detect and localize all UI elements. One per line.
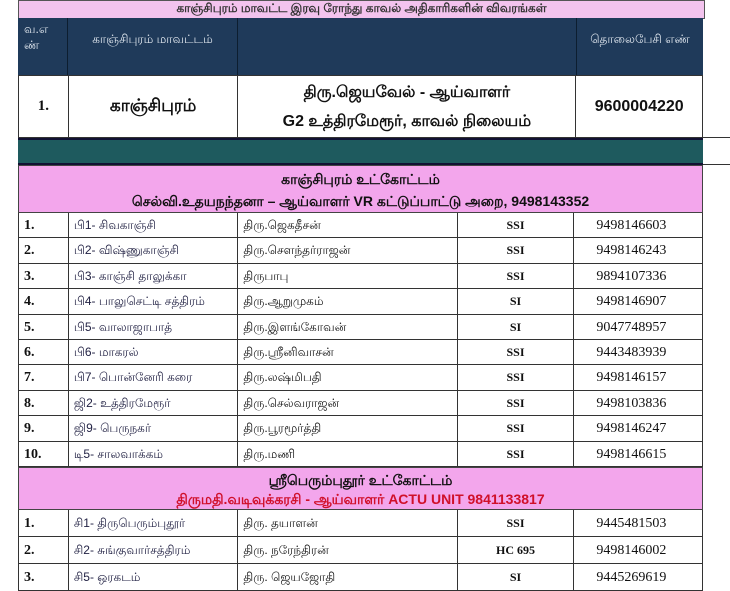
- row-rank: SSI: [458, 441, 575, 466]
- row-officer: திரு.ஸ்ரீனிவாசன்: [238, 339, 458, 365]
- row-officer: திரு.இளங்கோவன்: [238, 314, 458, 339]
- row-officer: திரு. தயாளன்: [238, 510, 458, 536]
- row-station: பி6- மாகரல்: [69, 339, 239, 365]
- row-station: சி5- ஒரகடம்: [69, 564, 239, 590]
- row-rank: SSI: [458, 238, 575, 263]
- district-phone: 9600004220: [594, 97, 684, 115]
- row-officer: திரு.ஆறுமுகம்: [238, 289, 458, 314]
- row-sno: 8.: [19, 390, 69, 416]
- row-station: ஜி9- பெருநகர்: [69, 416, 239, 441]
- table-row: 9. ஜி9- பெருநகர் திரு.பூரமூர்த்தி SSI 949814…: [18, 416, 703, 442]
- row-station: சி2- சுங்குவார்சத்திரம்: [69, 537, 239, 563]
- row-rank: SSI: [458, 510, 575, 536]
- table-row: 7. பி7- பொன்னேரி கரை திரு.லஷ்மிபதி SSI 94981…: [18, 365, 703, 391]
- row-sno: 1.: [19, 213, 69, 238]
- table-row: 6. பி6- மாகரல் திரு.ஸ்ரீனிவாசன் SSI 94434839…: [18, 339, 703, 366]
- section-sriperumbudur-rows: 1. சி1- திருபெரும்புதூர் திரு. தயாளன் SSI 94…: [18, 510, 703, 591]
- table-row: 5. பி5- வாலாஜாபாத் திரு.இளங்கோவன் SI 9047748…: [18, 314, 703, 340]
- section-kanchipuram-rows: 1. பி1- சிவகாஞ்சி திரு.ஜெகதீசன் SSI 94981466…: [18, 213, 703, 467]
- row-phone: 9498146243: [596, 243, 667, 259]
- row-sno: 3.: [19, 564, 69, 590]
- row-phone: 9498146157: [596, 370, 667, 386]
- row-sno: 7.: [19, 365, 69, 390]
- row-officer: திரு.செல்வராஜன்: [238, 390, 458, 416]
- header-details: [238, 18, 577, 75]
- row-officer: திரு.ஜெகதீசன்: [238, 213, 458, 238]
- row-phone: 9498103836: [596, 395, 667, 411]
- row-station: டி5- சாலவாக்கம்: [69, 441, 239, 466]
- separator-row: [18, 138, 703, 165]
- table-row: 8. ஜி2- உத்திரமேரூர் திரு.செல்வராஜன் SSI 949…: [18, 390, 703, 417]
- row-phone: 9498146907: [596, 294, 667, 310]
- district-station: G2 உத்திரமேரூர், காவல் நிலையம்: [282, 112, 532, 130]
- row-phone: 9498146002: [596, 543, 667, 558]
- row-station: பி4- பாலுசெட்டி சத்திரம்: [69, 289, 239, 314]
- table-row: 4. பி4- பாலுசெட்டி சத்திரம் திரு.ஆறுமுகம் S…: [18, 289, 703, 315]
- table-row: 1. சி1- திருபெரும்புதூர் திரு. தயாளன் SSI 94…: [18, 510, 703, 537]
- row-phone: 9498146603: [596, 218, 667, 233]
- row-officer: திரு.மணி: [238, 441, 458, 466]
- row-rank: SSI: [458, 416, 575, 441]
- row-phone: 9443483939: [596, 344, 667, 360]
- row-officer: திரு.லஷ்மிபதி: [238, 365, 458, 390]
- section-officer: செல்வி.உதயநந்தனா – ஆய்வாளர் VR கட்டுப்பா…: [131, 193, 590, 209]
- row-sno: 2.: [19, 537, 69, 563]
- row-officer: திரு.சௌந்தர்ராஜன்: [238, 238, 458, 263]
- table-row: 1. பி1- சிவகாஞ்சி திரு.ஜெகதீசன் SSI 94981466…: [18, 213, 703, 239]
- row-sno: 2.: [19, 238, 69, 263]
- row-station: பி1- சிவகாஞ்சி: [69, 213, 239, 238]
- district-officer: திரு.ஜெயவேல் - ஆய்வாளர்: [303, 83, 511, 101]
- table-row: 10. டி5- சாலவாக்கம் திரு.மணி SSI 9498146615: [18, 441, 703, 467]
- row-rank: SSI: [458, 390, 575, 416]
- row-sno: 3.: [19, 263, 69, 289]
- row-sno: 9.: [19, 416, 69, 441]
- row-rank: HC 695: [458, 537, 575, 563]
- section-kanchipuram-header: காஞ்சிபுரம் உட்கோட்டம் செல்வி.உதயநந்தனா …: [18, 165, 703, 213]
- district-name: காஞ்சிபுரம்: [69, 76, 239, 137]
- row-station: சி1- திருபெரும்புதூர்: [69, 510, 239, 536]
- header-sno: வ.எ ண்: [18, 18, 68, 75]
- row-phone: 9498146615: [596, 446, 667, 462]
- row-sno: 5.: [19, 314, 69, 339]
- document-title: காஞ்சிபுரம் மாவட்ட இரவு ரோந்து காவல் அதி…: [18, 0, 705, 19]
- table-row: 2. சி2- சுங்குவார்சத்திரம் திரு. நரேந்திரன…: [18, 537, 703, 564]
- row-phone: 9498146247: [596, 421, 667, 437]
- row-rank: SSI: [458, 365, 575, 390]
- row-sno: 1.: [19, 510, 69, 536]
- row-officer: திரு. நரேந்திரன்: [238, 537, 458, 563]
- row-station: ஜி2- உத்திரமேரூர்: [69, 390, 239, 416]
- row-rank: SI: [458, 289, 575, 314]
- row-phone: 9047748957: [596, 319, 667, 335]
- row-station: பி3- காஞ்சி தாலுக்கா: [69, 263, 239, 289]
- row-sno: 6.: [19, 339, 69, 365]
- row-sno: 10.: [19, 441, 69, 466]
- row-phone: 9894107336: [596, 268, 667, 284]
- row-station: பி2- விஷ்ணுகாஞ்சி: [69, 238, 239, 263]
- header-district: காஞ்சிபுரம் மாவட்டம்: [68, 18, 238, 75]
- table-header: வ.எ ண் காஞ்சிபுரம் மாவட்டம் தொலைபேசி எண்: [18, 18, 703, 75]
- table-row: 2. பி2- விஷ்ணுகாஞ்சி திரு.சௌந்தர்ராஜன் SSI 9…: [18, 238, 703, 264]
- row-rank: SSI: [458, 339, 575, 365]
- section-title: ஸ்ரீபெரும்புதூர் உட்கோட்டம்: [268, 472, 453, 488]
- table-row: 3. சி5- ஒரகடம் திரு. ஜெயஜோதி SI 9445269619: [18, 564, 703, 591]
- section-sriperumbudur-header: ஸ்ரீபெரும்புதூர் உட்கோட்டம் திருமதி.வடிவ…: [18, 467, 703, 510]
- table-row: 3. பி3- காஞ்சி தாலுக்கா திருபாபு SSI 9894107…: [18, 263, 703, 290]
- row-rank: SI: [458, 314, 575, 339]
- district-sno: 1.: [19, 76, 69, 137]
- row-station: பி5- வாலாஜாபாத்: [69, 314, 239, 339]
- row-rank: SI: [458, 564, 575, 590]
- row-sno: 4.: [19, 289, 69, 314]
- row-rank: SSI: [458, 213, 575, 238]
- row-officer: திரு.பூரமூர்த்தி: [238, 416, 458, 441]
- row-rank: SSI: [458, 263, 575, 289]
- row-phone: 9445269619: [596, 570, 667, 585]
- section-officer: திருமதி.வடிவுக்கரசி - ஆய்வாளர் ACTU UNIT…: [176, 491, 545, 507]
- row-phone: 9445481503: [596, 516, 667, 531]
- row-officer: திருபாபு: [238, 263, 458, 289]
- district-row: 1. காஞ்சிபுரம் திரு.ஜெயவேல் - ஆய்வாளர் G…: [18, 75, 703, 138]
- row-station: பி7- பொன்னேரி கரை: [69, 365, 239, 390]
- header-phone: தொலைபேசி எண்: [590, 32, 690, 46]
- row-officer: திரு. ஜெயஜோதி: [238, 564, 458, 590]
- section-title: காஞ்சிபுரம் உட்கோட்டம்: [281, 171, 440, 187]
